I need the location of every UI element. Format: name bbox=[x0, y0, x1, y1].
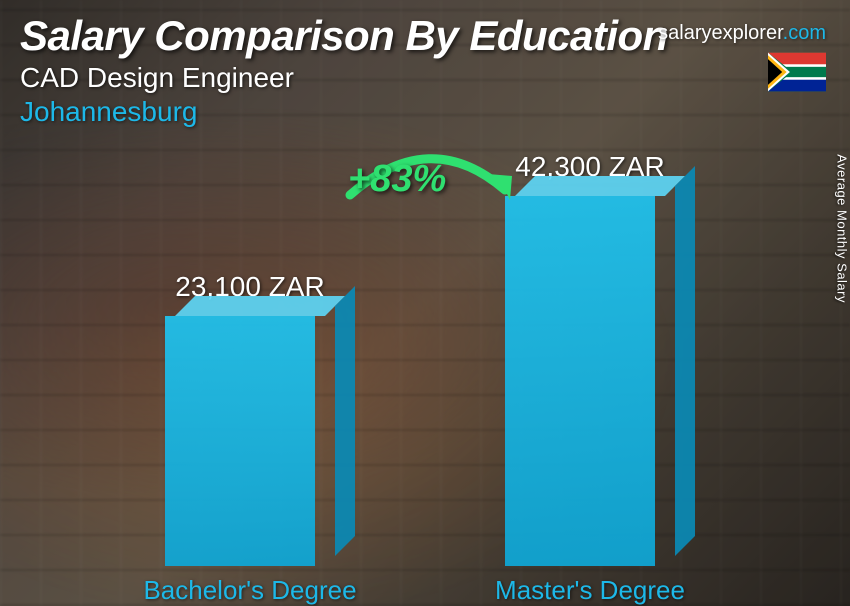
bar-top-face bbox=[515, 176, 685, 196]
bar-category-bachelors: Bachelor's Degree bbox=[125, 575, 375, 606]
brand-name: salaryexplorer bbox=[658, 22, 783, 44]
flag-icon bbox=[768, 52, 826, 92]
bar-front-face bbox=[165, 316, 315, 566]
bar-side-face bbox=[335, 286, 355, 556]
brand-suffix: .com bbox=[783, 22, 826, 44]
y-axis-label: Average Monthly Salary bbox=[835, 154, 850, 303]
brand-label: salaryexplorer.com bbox=[658, 22, 826, 45]
chart-subtitle: CAD Design Engineer bbox=[20, 62, 830, 94]
bar-top-face bbox=[175, 296, 345, 316]
bar-front-face bbox=[505, 196, 655, 566]
percent-change-label: +83% bbox=[348, 158, 446, 201]
bar-category-masters: Master's Degree bbox=[465, 575, 715, 606]
chart-location: Johannesburg bbox=[20, 96, 830, 128]
bar-side-face bbox=[675, 166, 695, 556]
